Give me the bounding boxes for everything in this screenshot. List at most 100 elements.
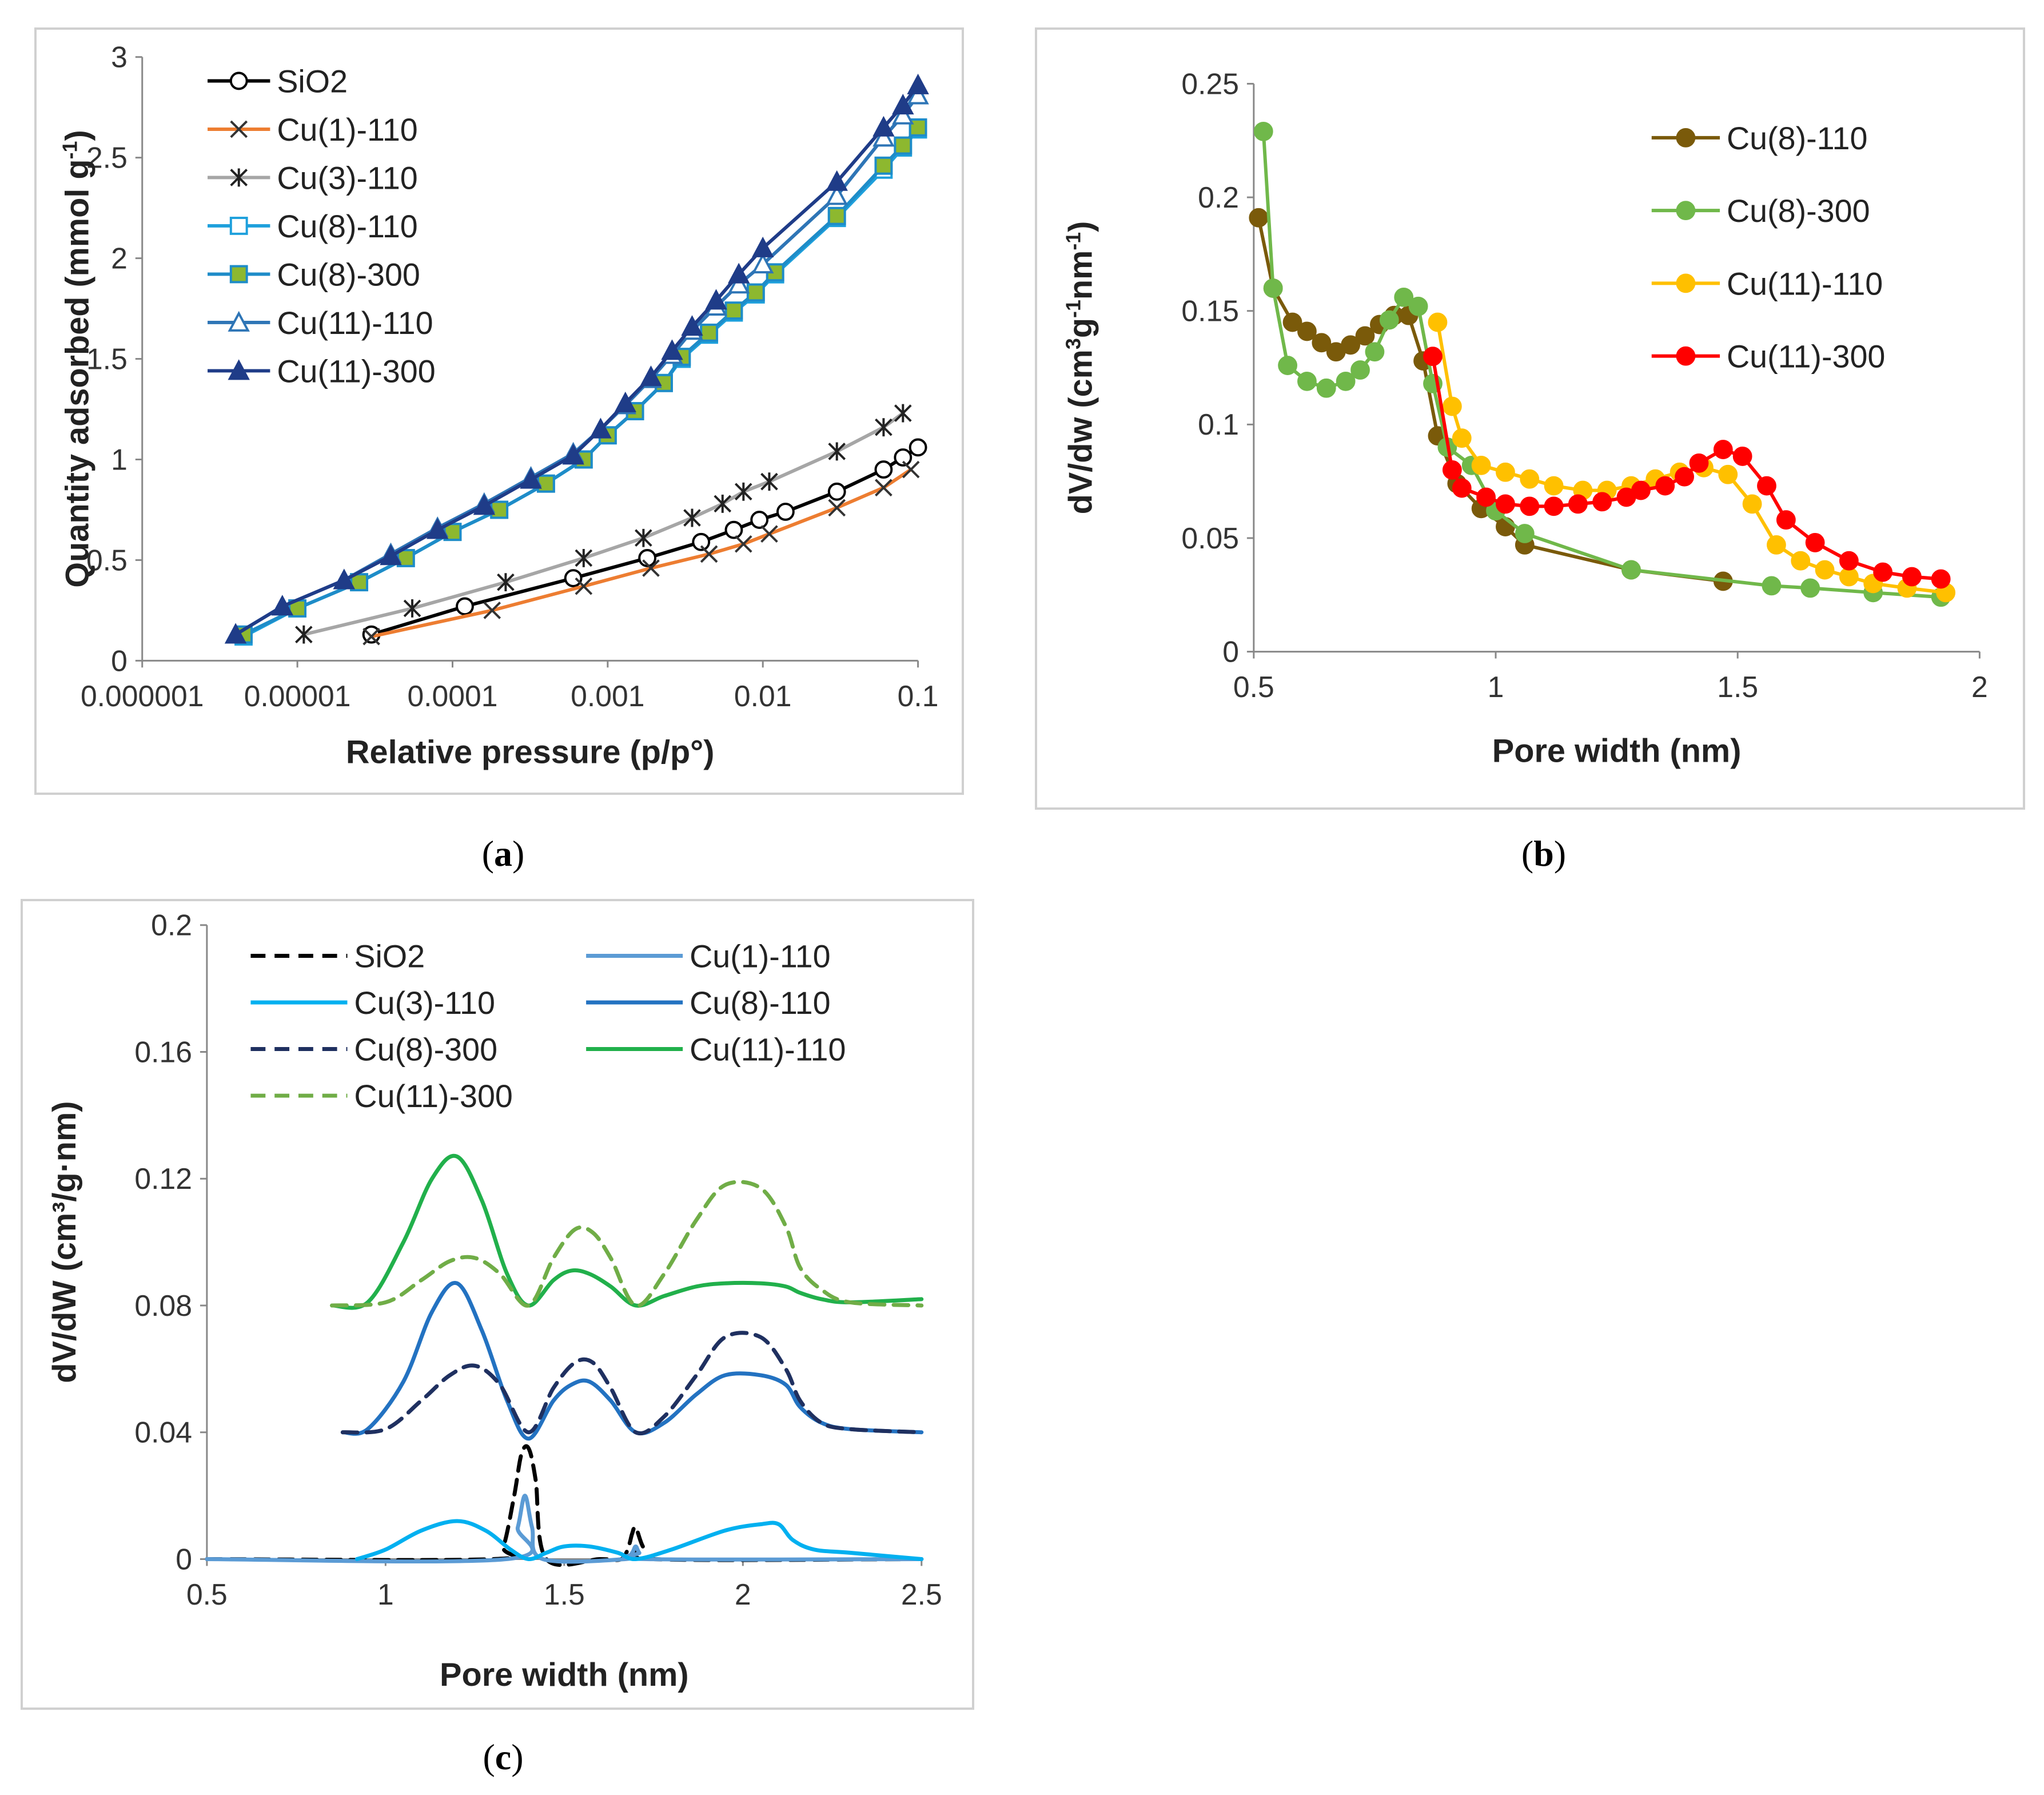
chart-a-legend-cu-11-110-label: Cu(11)-110 — [277, 305, 433, 341]
chart-b-series-cu-11-110-point — [1742, 494, 1762, 514]
chart-b-series-cu-8-300-point — [1394, 287, 1414, 307]
chart-a-series-cu-11-300-point — [473, 494, 496, 515]
chart-b-legend-cu-8-300-marker — [1676, 201, 1696, 221]
chart-a-legend-cu-11-300-label: Cu(11)-300 — [277, 353, 435, 389]
chart-c-x-tick-label: 1 — [377, 1578, 394, 1611]
chart-b-series-cu-11-110-point — [1471, 455, 1491, 475]
chart-a-series-cu-3-110-point — [714, 495, 732, 513]
chart-a-y-label-end: ) — [59, 130, 95, 141]
chart-b-y-label-part: ) — [1063, 221, 1099, 232]
chart-b-y-tick-label: 0 — [1222, 635, 1239, 668]
chart-a-series-cu-3-110-point — [295, 625, 313, 644]
chart-b-y-label-part: dV/dw (cm — [1063, 349, 1099, 514]
chart-a-series-cu-8-300-point — [490, 500, 509, 519]
chart-c-y-axis-label: dV/dW (cm³/g·nm) — [46, 1101, 83, 1383]
chart-a-series-cu-1-110-point — [735, 535, 752, 553]
chart-a-x-tick-label: 0.1 — [898, 679, 939, 713]
chart-c-series-cu-3-110-line — [354, 1519, 924, 1561]
chart-a-legend-sio2-marker — [229, 71, 248, 90]
chart-a-legend-sio2-label: SiO2 — [277, 63, 348, 99]
chart-b-series-cu-8-110-point — [1355, 326, 1375, 346]
chart-b-series-cu-8-300-point — [1762, 576, 1782, 596]
chart-b-series-cu-8-300-point — [1336, 371, 1356, 391]
chart-b-series-cu-11-300-point — [1544, 496, 1564, 516]
chart-a-legend-cu-8-300-marker — [229, 265, 248, 284]
chart-a-series-cu-3-110-point — [403, 599, 421, 618]
chart-c-series-cu-11-300-line — [330, 1180, 924, 1308]
chart-a-series-cu-8-300-point — [700, 323, 719, 342]
chart-a-y-axis-label: Quantity adsorbed (mmol g-1) — [58, 130, 95, 587]
chart-c-legend-cu-11-300-label: Cu(11)-300 — [354, 1078, 512, 1114]
chart-b-series-cu-11-300-point — [1713, 440, 1733, 459]
chart-c-x-tick-label: 1.5 — [544, 1578, 585, 1611]
chart-a-series-cu-8-300-point — [746, 283, 765, 302]
chart-a-series-cu-11-300-point — [681, 315, 703, 336]
chart-b-series-cu-11-300-point — [1655, 476, 1675, 496]
chart-a-x-tick-label: 0.01 — [734, 679, 792, 713]
chart-b-series-cu-11-300-point — [1496, 494, 1515, 514]
chart-b-y-tick-label: 0.25 — [1181, 67, 1239, 100]
chart-b-series-cu-11-110-point — [1442, 396, 1462, 416]
chart-c-x-tick-label: 2.5 — [901, 1578, 942, 1611]
chart-a-series-cu-1-110-point — [575, 577, 593, 595]
chart-a-series-cu-1-110-point — [700, 545, 718, 563]
chart-a-series-cu-11-300-point — [661, 339, 683, 360]
chart-a-series-cu-1-110-point — [875, 479, 892, 497]
chart-c-y-tick-label: 0.2 — [151, 909, 192, 942]
chart-a-legend-cu-1-110-marker — [230, 120, 248, 138]
chart-b-legend-cu-11-300-marker — [1676, 346, 1696, 366]
caption-b: (b) — [1521, 833, 1567, 874]
chart-a-legend-cu-1-110-label: Cu(1)-110 — [277, 112, 417, 148]
chart-a-series-cu-3-110-point — [760, 472, 778, 491]
chart-a-series-cu-11-300-point — [892, 94, 914, 115]
chart-c-y-tick-label: 0.08 — [134, 1289, 192, 1322]
chart-a-series-sio2-point — [564, 569, 583, 588]
chart-a-series-cu-11-300-point — [520, 468, 542, 489]
chart-b-legend-cu-11-110-label: Cu(11)-110 — [1727, 266, 1883, 301]
chart-a-y-tick-label: 1 — [111, 443, 127, 476]
chart-b-y-axis-label: dV/dw (cm3g-1nm-1) — [1062, 221, 1099, 515]
chart-b-x-tick-label: 2 — [1971, 670, 1988, 703]
chart-b-series-cu-11-300-point — [1757, 476, 1776, 496]
chart-b-series-cu-11-300-point — [1592, 492, 1612, 512]
chart-b-series-cu-8-110-point — [1297, 321, 1317, 341]
chart-b-series-cu-11-110-point — [1544, 476, 1564, 496]
chart-c-legend-cu-11-110-label: Cu(11)-110 — [690, 1032, 846, 1067]
chart-b-series-cu-8-300-point — [1316, 378, 1336, 398]
chart-b-series-cu-11-300-point — [1689, 453, 1709, 473]
chart-b-y-label-part: nm — [1063, 250, 1099, 300]
chart-c-y-tick-label: 0 — [176, 1542, 192, 1575]
chart-a-series-sio2-point — [874, 460, 893, 479]
chart-a-series-cu-11-300-point — [224, 623, 247, 644]
chart-b-series-cu-11-300-point — [1476, 487, 1496, 507]
caption-c: (c) — [483, 1737, 524, 1777]
chart-b-series-cu-11-110-point — [1718, 464, 1738, 484]
chart-c-x-tick-label: 0.5 — [186, 1578, 228, 1611]
chart-b-y-label-part: g — [1063, 318, 1099, 338]
chart-a-series-cu-3-110-point — [894, 404, 912, 423]
chart-a-series-cu-3-110-point — [635, 528, 652, 547]
chart-a-series-sio2-point — [456, 597, 474, 616]
chart-a-series-cu-11-300-point — [426, 518, 449, 539]
chart-b-series-cu-8-300-point — [1515, 524, 1535, 543]
chart-a-series-cu-1-110-point — [760, 525, 778, 543]
chart-a-series-cu-11-300-point — [271, 595, 294, 616]
panel-a: 0 0.5 1 1.5 2 2.5 3 0.000001 0.00001 0.0001 0.001 0… — [34, 27, 964, 795]
chart-b-series-cu-8-300-point — [1263, 278, 1283, 298]
chart-a-series-cu-11-110-point — [892, 104, 914, 125]
chart-b-series-cu-11-300-point — [1423, 347, 1443, 367]
chart-b-series-cu-11-110-point — [1496, 462, 1515, 482]
chart-c-svg: 0 0.04 0.08 0.12 0.16 0.2 0.5 1 1.5 2 2.5 Pore widt… — [46, 909, 942, 1694]
chart-a-series-cu-3-110-point — [828, 442, 846, 461]
chart-a-series-cu-11-300-line — [234, 83, 920, 636]
chart-a-y-tick-label: 3 — [111, 41, 127, 74]
chart-c-series-cu-1-110-line — [205, 1494, 924, 1564]
chart-a-series-cu-1-110-line — [369, 468, 913, 639]
chart-a-series-cu-3-110-line — [302, 411, 905, 636]
chart-a-y-tick-label: 2 — [111, 241, 127, 274]
chart-b-x-tick-label: 1 — [1488, 670, 1504, 703]
chart-b-x-axis-label: Pore width (nm) — [1492, 733, 1742, 769]
chart-b-series-cu-11-110-line — [1436, 320, 1948, 595]
chart-a-series-cu-1-110-point — [902, 460, 920, 479]
chart-c-legend-cu-3-110-label: Cu(3)-110 — [354, 985, 495, 1021]
